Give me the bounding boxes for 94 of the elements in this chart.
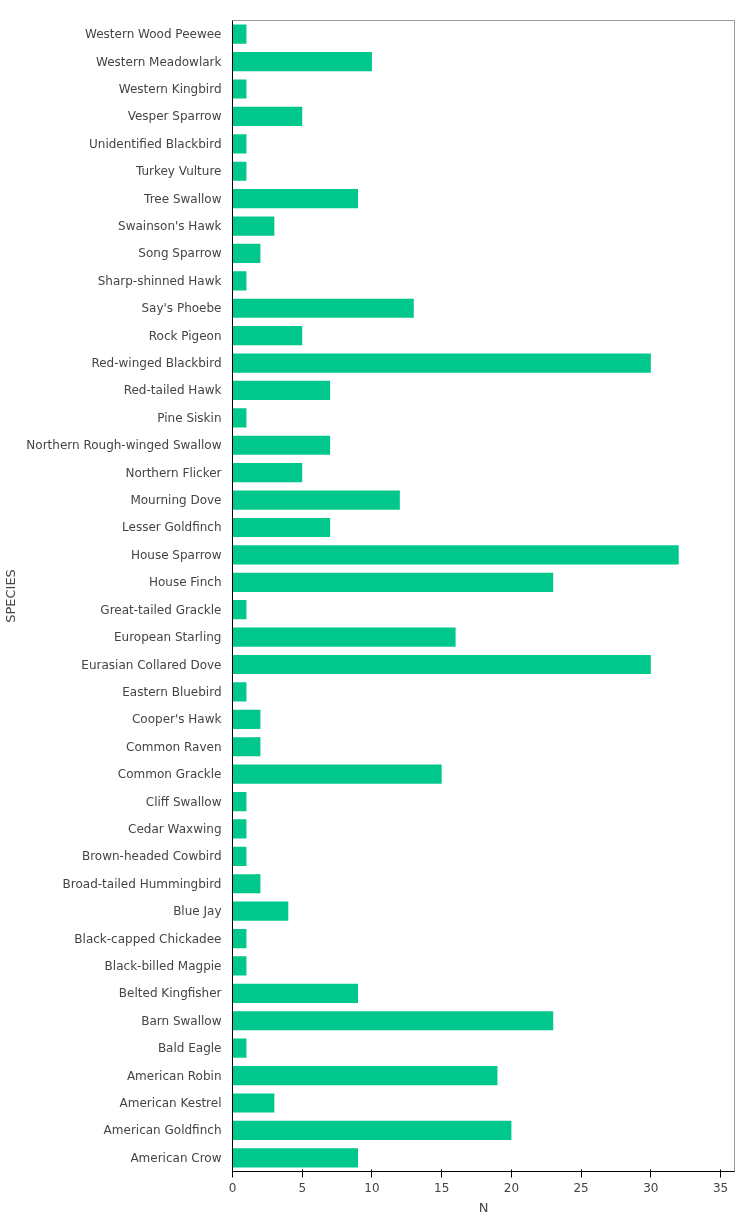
bar (232, 928, 247, 949)
y-tick-label: European Starling (114, 630, 222, 645)
y-tick-label: Swainson's Hawk (118, 219, 222, 234)
x-tick-label: 15 (434, 1180, 450, 1195)
y-tick-label: Blue Jay (173, 904, 222, 919)
bar (232, 216, 275, 236)
bar (232, 1120, 512, 1140)
bar (232, 380, 331, 401)
y-tick-label: Say's Phoebe (141, 301, 222, 316)
bar (232, 134, 247, 154)
y-tick-label: Broad-tailed Hummingbird (62, 876, 222, 891)
y-tick-label: Unidentified Blackbird (89, 136, 222, 151)
bar (232, 79, 247, 99)
y-tick-label: Western Meadowlark (96, 54, 222, 69)
y-tick-label: Red-winged Blackbird (91, 356, 222, 371)
bar (232, 901, 289, 921)
x-tick-label: 0 (228, 1180, 237, 1195)
bar (232, 52, 372, 72)
bar (232, 353, 651, 373)
bar (232, 408, 247, 428)
bar (232, 983, 358, 1003)
y-tick-label: Cliff Swallow (145, 794, 222, 809)
x-tick-label: 20 (503, 1180, 520, 1195)
y-tick-label: American Robin (126, 1068, 222, 1083)
y-tick-label: Lesser Goldfinch (122, 520, 222, 535)
y-tick-label: Tree Swallow (143, 191, 222, 206)
bar (232, 791, 247, 812)
y-tick-label: Black-capped Chickadee (74, 931, 222, 946)
y-tick-label: Bald Eagle (157, 1041, 222, 1056)
bar (232, 326, 303, 346)
y-tick-label: Northern Flicker (125, 465, 222, 480)
y-tick-label: Rock Pigeon (148, 328, 222, 343)
bar (232, 764, 442, 784)
y-tick-label: Vesper Sparrow (127, 109, 222, 124)
bar (232, 819, 247, 839)
y-tick-label: House Sparrow (130, 547, 222, 562)
y-tick-label: Sharp-shinned Hawk (97, 273, 222, 288)
bar (232, 1148, 358, 1168)
bar (232, 682, 247, 702)
bar (232, 517, 331, 538)
y-axis-title: SPECIES (3, 569, 19, 623)
bar (232, 1065, 498, 1086)
y-tick-label: Brown-headed Cowbird (81, 849, 222, 864)
y-tick-label: American Goldfinch (103, 1123, 222, 1138)
x-tick-label: 25 (573, 1180, 589, 1195)
bar (232, 271, 247, 291)
y-tick-label: Eurasian Collared Dove (81, 657, 222, 672)
y-tick-label: Mourning Dove (130, 493, 222, 508)
bar (232, 189, 358, 209)
y-tick-label: Eastern Bluebird (122, 684, 222, 699)
bar (232, 545, 679, 565)
y-tick-label: Great-tailed Grackle (100, 602, 222, 617)
y-tick-label: House Finch (148, 575, 222, 590)
x-axis-title: N (478, 1199, 489, 1215)
bar (232, 106, 303, 127)
y-tick-label: Cedar Waxwing (128, 821, 222, 836)
bar (232, 243, 261, 264)
y-tick-label: Barn Swallow (141, 1013, 222, 1028)
y-tick-label: Northern Rough-winged Swallow (26, 438, 222, 453)
bar (232, 874, 261, 894)
y-tick-label: American Kestrel (119, 1095, 222, 1110)
bar (232, 1011, 554, 1031)
y-tick-label: American Crow (130, 1150, 222, 1165)
bar (232, 298, 414, 318)
bar (232, 846, 247, 866)
bar (232, 24, 247, 44)
bar (232, 956, 247, 976)
bar (232, 572, 554, 592)
bar (232, 463, 303, 483)
bar (232, 161, 247, 181)
y-tick-label: Common Grackle (117, 767, 222, 782)
x-tick-label: 5 (298, 1180, 307, 1195)
bar (232, 1093, 275, 1113)
x-tick-label: 35 (712, 1180, 729, 1195)
bar (232, 1038, 247, 1058)
x-tick-label: 10 (364, 1180, 380, 1195)
bar (232, 435, 331, 455)
x-tick-label: 30 (643, 1180, 659, 1195)
y-tick-label: Song Sparrow (138, 246, 222, 261)
bar (232, 490, 400, 510)
bar (232, 600, 247, 620)
y-tick-label: Turkey Vulture (134, 164, 222, 179)
y-tick-label: Western Kingbird (118, 82, 222, 97)
y-tick-label: Western Wood Peewee (85, 27, 222, 42)
y-tick-label: Cooper's Hawk (132, 712, 222, 727)
bar (232, 654, 651, 675)
bar (232, 737, 261, 757)
bar (232, 627, 456, 647)
y-tick-label: Belted Kingfisher (118, 986, 222, 1001)
y-tick-label: Pine Siskin (157, 410, 222, 425)
y-tick-label: Red-tailed Hawk (123, 383, 222, 398)
y-tick-label: Common Raven (126, 739, 222, 754)
y-tick-label: Black-billed Magpie (104, 958, 222, 973)
bar (232, 709, 261, 729)
